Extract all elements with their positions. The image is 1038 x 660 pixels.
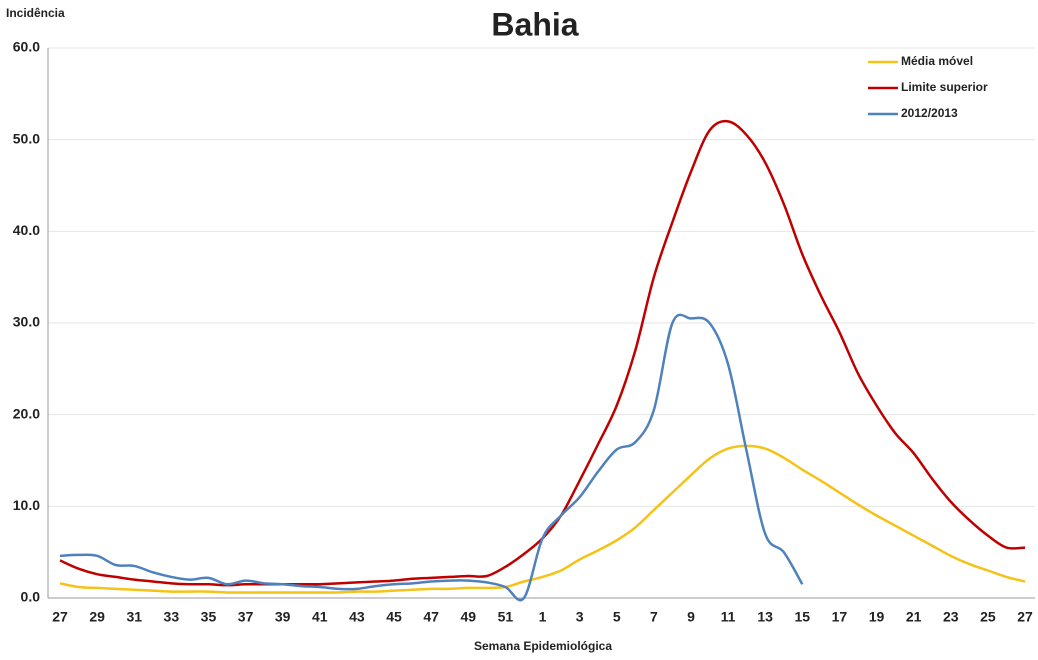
- x-tick-label: 13: [757, 609, 773, 625]
- x-tick-label: 43: [349, 609, 365, 625]
- y-axis-label: Incidência: [6, 6, 65, 20]
- chart-title: Bahia: [491, 6, 578, 42]
- x-tick-label: 29: [89, 609, 105, 625]
- legend-label: Média móvel: [901, 54, 973, 68]
- y-tick-label: 10.0: [13, 497, 40, 513]
- x-tick-label: 47: [423, 609, 439, 625]
- x-tick-label: 31: [126, 609, 142, 625]
- series-line: [59, 119, 1026, 587]
- x-tick-label: 19: [869, 609, 885, 625]
- x-tick-label: 25: [980, 609, 996, 625]
- x-tick-label: 21: [906, 609, 922, 625]
- y-tick-label: 50.0: [13, 130, 40, 146]
- x-tick-label: 3: [576, 609, 584, 625]
- x-tick-label: 17: [832, 609, 848, 625]
- x-tick-label: 1: [539, 609, 547, 625]
- series-line: [59, 444, 1026, 594]
- y-tick-label: 40.0: [13, 222, 40, 238]
- x-tick-label: 49: [460, 609, 476, 625]
- x-tick-label: 51: [498, 609, 514, 625]
- x-tick-label: 37: [238, 609, 254, 625]
- x-tick-label: 27: [1017, 609, 1033, 625]
- y-tick-label: 60.0: [13, 39, 40, 55]
- x-tick-label: 11: [721, 609, 736, 625]
- x-tick-label: 9: [687, 609, 695, 625]
- x-tick-label: 7: [650, 609, 658, 625]
- legend-label: Limite superior: [901, 80, 988, 94]
- legend-label: 2012/2013: [901, 106, 958, 120]
- x-tick-label: 5: [613, 609, 621, 625]
- x-tick-label: 27: [52, 609, 68, 625]
- series-line: [59, 313, 804, 602]
- x-tick-label: 33: [164, 609, 180, 625]
- y-tick-label: 30.0: [13, 314, 40, 330]
- y-tick-label: 20.0: [13, 405, 40, 421]
- x-tick-label: 41: [312, 609, 328, 625]
- x-tick-label: 23: [943, 609, 959, 625]
- x-tick-label: 15: [795, 609, 811, 625]
- y-tick-label: 0.0: [21, 589, 41, 605]
- x-axis-label: Semana Epidemiológica: [474, 639, 612, 653]
- x-tick-label: 35: [201, 609, 217, 625]
- x-tick-label: 45: [386, 609, 402, 625]
- x-tick-label: 39: [275, 609, 291, 625]
